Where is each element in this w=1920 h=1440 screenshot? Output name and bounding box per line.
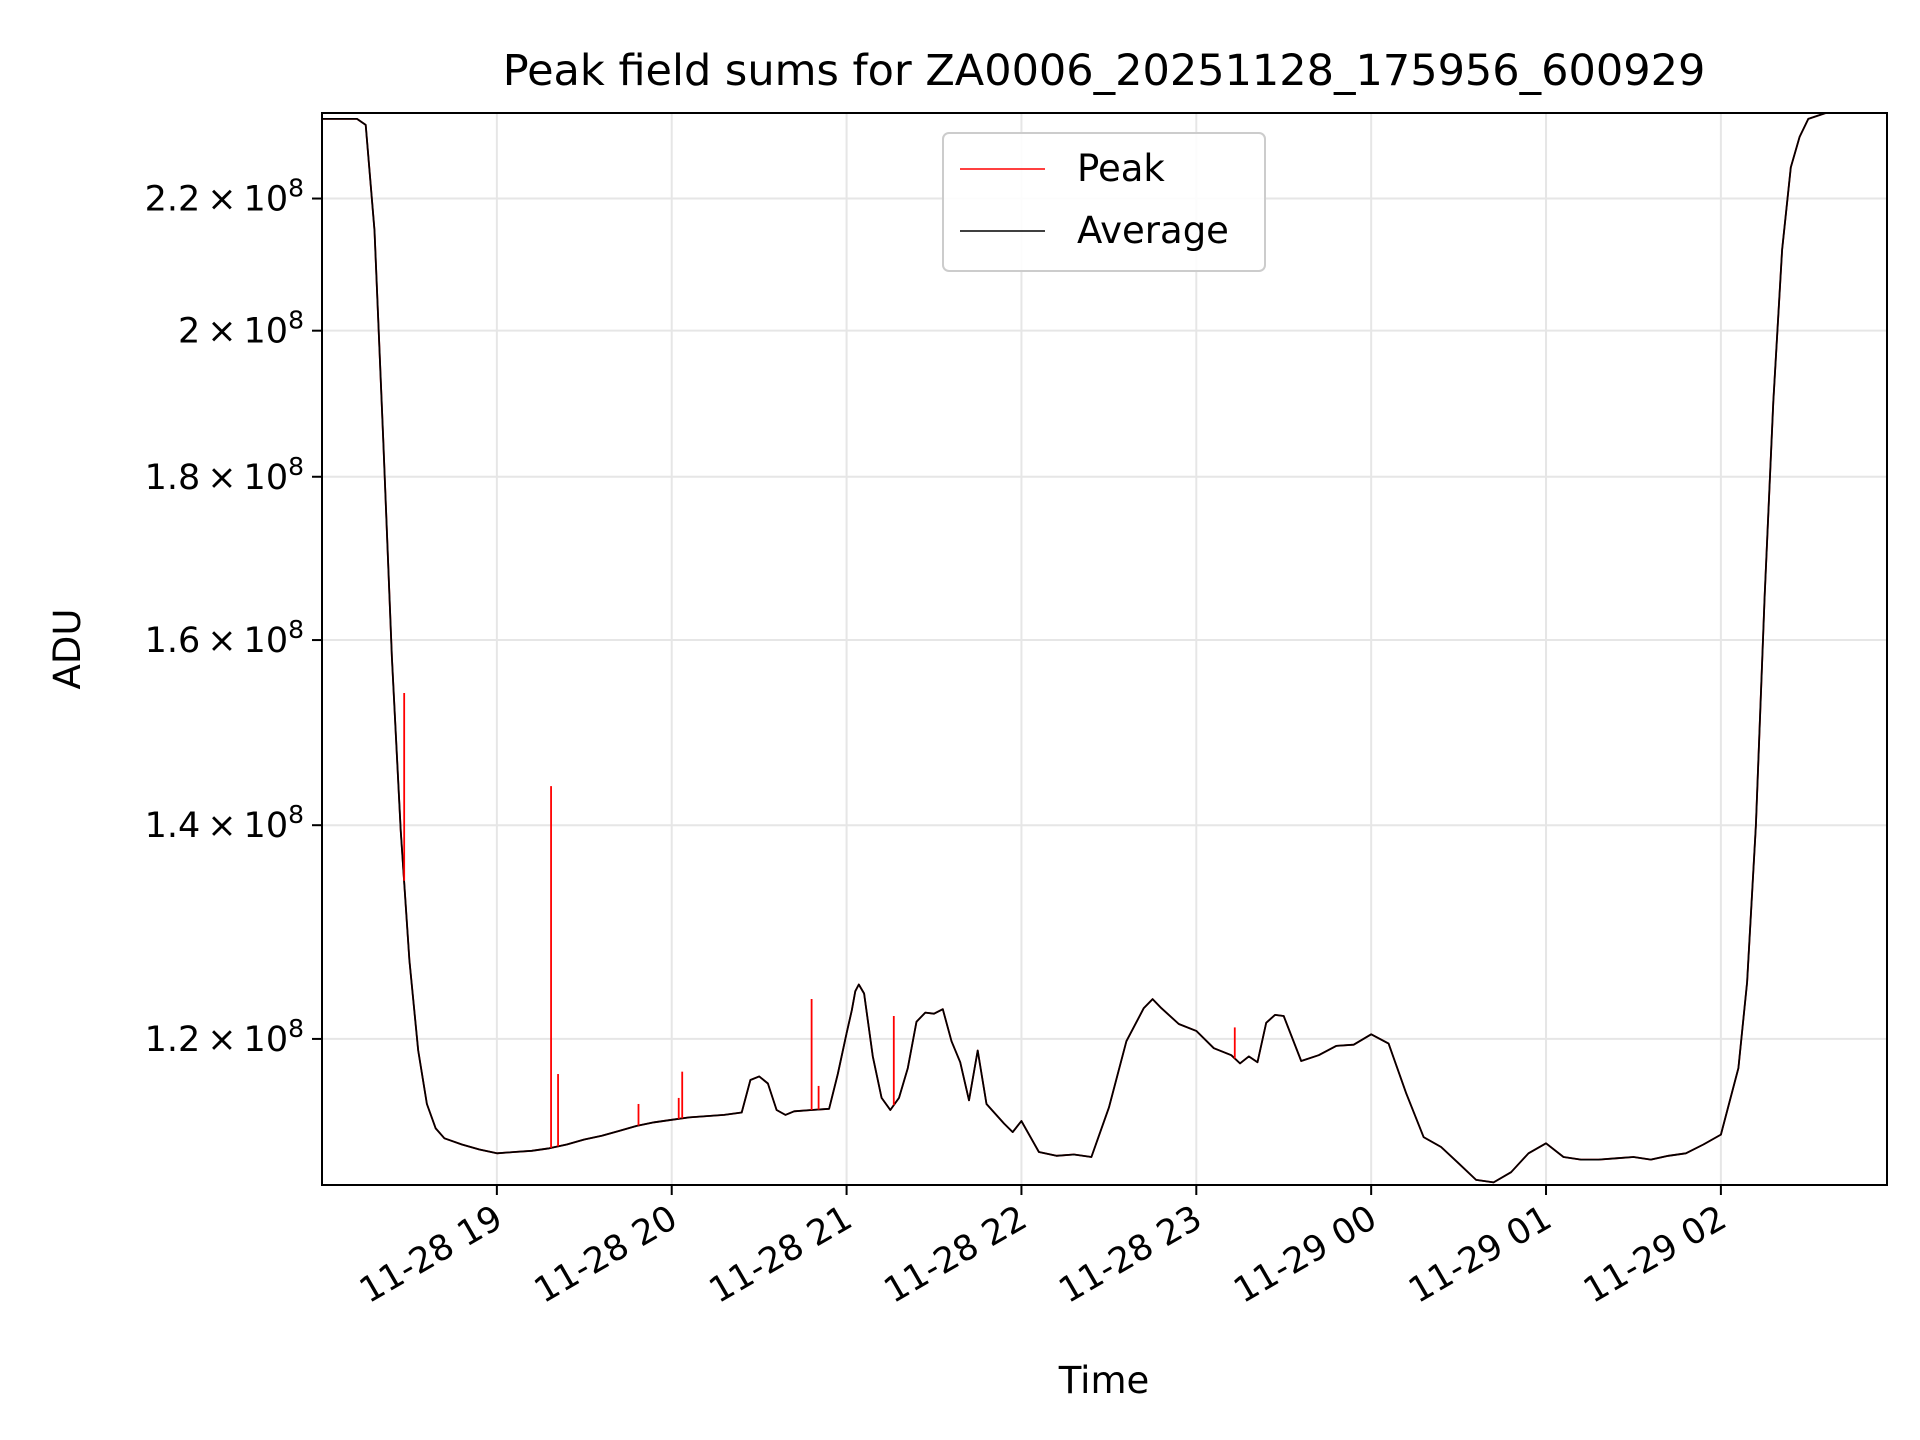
- y-tick-label: 1.2 × 108: [145, 1014, 304, 1060]
- y-tick-label: 2 × 108: [178, 306, 304, 352]
- plot-frame: [321, 112, 1888, 1186]
- legend-average-label: Average: [1077, 209, 1229, 252]
- legend-peak-label: Peak: [1077, 147, 1165, 190]
- chart-title: Peak field sums for ZA0006_20251128_1759…: [503, 46, 1706, 96]
- series-line-average: [322, 112, 1835, 1184]
- y-tick-label: 1.4 × 108: [145, 800, 304, 846]
- x-axis-label: Time: [1058, 1359, 1150, 1402]
- y-tick-label: 1.8 × 108: [145, 452, 304, 498]
- y-tick-label: 1.6 × 108: [145, 615, 304, 661]
- y-tick-label: 2.2 × 108: [145, 174, 304, 220]
- legend-box: [942, 132, 1266, 272]
- series-layer: [322, 112, 1835, 1184]
- legend: Peak Average: [942, 132, 1266, 272]
- y-axis-label: ADU: [46, 609, 89, 690]
